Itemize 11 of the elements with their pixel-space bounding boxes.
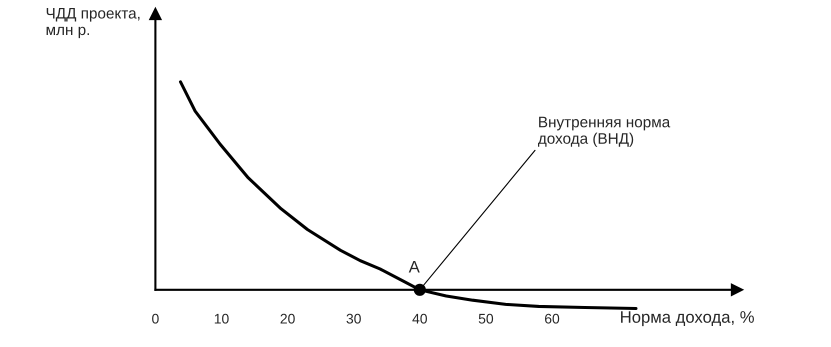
- x-tick-label: 30: [346, 314, 361, 324]
- annotation: A: [408, 260, 420, 272]
- x-tick-label: 0: [152, 314, 159, 324]
- annotation: Внутренняя норма дохода (ВНД): [538, 116, 670, 147]
- x-tick-label: 60: [544, 314, 560, 324]
- x-tick-label: 40: [412, 314, 427, 324]
- x-axis-title: Норма дохода, %: [621, 311, 754, 326]
- y-axis-title: ЧДД проекта, млн р.: [46, 8, 140, 38]
- x-tick-label: 10: [214, 314, 229, 324]
- x-tick-label: 50: [478, 314, 494, 324]
- x-tick-label: 20: [280, 314, 295, 324]
